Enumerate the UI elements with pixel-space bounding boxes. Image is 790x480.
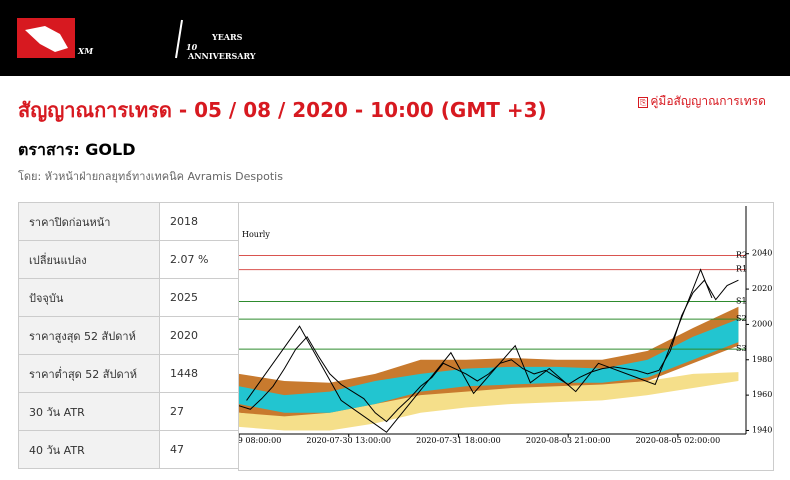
table-row: ราคาปิดก่อนหน้า 2018 bbox=[18, 202, 241, 241]
level-label: S1 bbox=[736, 296, 747, 305]
label-cell: 30 วัน ATR bbox=[18, 392, 160, 431]
level-label: R1 bbox=[736, 265, 747, 274]
x-tick-label: 2020-08-05 02:00:00 bbox=[636, 436, 721, 445]
price-line bbox=[239, 279, 739, 423]
table-row: ราคาสูงสุด 52 สัปดาห์ 2020 bbox=[18, 316, 241, 355]
label-cell: ราคาสูงสุด 52 สัปดาห์ bbox=[18, 316, 160, 355]
pdf-icon: ⎘ bbox=[638, 97, 649, 108]
y-tick-label: 1940 bbox=[752, 425, 772, 434]
guide-link[interactable]: ⎘ คู่มือสัญญาณการเทรด bbox=[638, 92, 766, 111]
x-tick-label: 2020-08-03 21:00:00 bbox=[526, 436, 611, 445]
table-row: ปัจจุบัน 2025 bbox=[18, 278, 241, 317]
table-row: 30 วัน ATR 27 bbox=[18, 392, 241, 431]
value-cell: 1448 bbox=[159, 354, 241, 393]
y-tick-label: 2000 bbox=[752, 319, 772, 328]
label-cell: เปลี่ยนแปลง bbox=[18, 240, 160, 279]
label-cell: ราคาปิดก่อนหน้า bbox=[18, 202, 160, 241]
value-cell: 27 bbox=[159, 392, 241, 431]
anniversary-label: ANNIVERSARY bbox=[187, 51, 256, 61]
value-cell: 2.07 % bbox=[159, 240, 241, 279]
level-label: R2 bbox=[736, 250, 747, 259]
label-cell: 40 วัน ATR bbox=[18, 430, 160, 469]
table-row: ราคาต่ำสุด 52 สัปดาห์ 1448 bbox=[18, 354, 241, 393]
label-cell: ปัจจุบัน bbox=[18, 278, 160, 317]
band bbox=[239, 319, 739, 413]
logo-text: XM bbox=[77, 46, 94, 56]
value-cell: 47 bbox=[159, 430, 241, 469]
level-label: S3 bbox=[736, 344, 747, 353]
chart-title: Hourly bbox=[242, 230, 270, 239]
x-tick-label: 2020-07-30 13:00:00 bbox=[306, 436, 391, 445]
instrument: ตราสาร: GOLD bbox=[18, 140, 136, 159]
y-tick-label: 1980 bbox=[752, 355, 772, 364]
info-table: ราคาปิดก่อนหน้า 2018 เปลี่ยนแปลง 2.07 % ปัจจ… bbox=[18, 202, 241, 469]
x-tick-label: 2020-07-29 08:00:00 bbox=[239, 436, 281, 445]
label-cell: ราคาต่ำสุด 52 สัปดาห์ bbox=[18, 354, 160, 393]
guide-link-text[interactable]: คู่มือสัญญาณการเทรด bbox=[650, 94, 766, 108]
y-tick-label: 1960 bbox=[752, 390, 772, 399]
header: XM 10 YEARS ANNIVERSARY bbox=[0, 0, 790, 76]
value-cell: 2020 bbox=[159, 316, 241, 355]
logo: XM 10 YEARS ANNIVERSARY bbox=[17, 18, 256, 61]
level-label: S2 bbox=[736, 314, 747, 323]
table-row: 40 วัน ATR 47 bbox=[18, 430, 241, 469]
page-title: สัญญาณการเทรด - 05 / 08 / 2020 - 10:00 (… bbox=[18, 98, 547, 122]
years: YEARS bbox=[211, 32, 243, 42]
y-tick-label: 2040 bbox=[752, 249, 772, 258]
value-cell: 2018 bbox=[159, 202, 241, 241]
anniversary-number: 10 bbox=[186, 42, 198, 52]
chart-frame: Hourly R2 R1 S1 S2 S3 1940 1960 1980 2000 2020 2040… bbox=[238, 202, 774, 471]
value-cell: 2025 bbox=[159, 278, 241, 317]
chart: Hourly R2 R1 S1 S2 S3 1940 1960 1980 2000 2020 2040… bbox=[239, 206, 772, 445]
divider bbox=[175, 19, 183, 59]
author: โดย: หัวหน้าฝ่ายกลยุทธ์ทางเทคนิค Avramis… bbox=[18, 170, 283, 183]
table-row: เปลี่ยนแปลง 2.07 % bbox=[18, 240, 241, 279]
logo-bull bbox=[25, 26, 68, 52]
zigzag-line bbox=[246, 268, 713, 433]
y-tick-label: 2020 bbox=[752, 284, 772, 293]
x-tick-label: 2020-07-31 18:00:00 bbox=[416, 436, 501, 445]
